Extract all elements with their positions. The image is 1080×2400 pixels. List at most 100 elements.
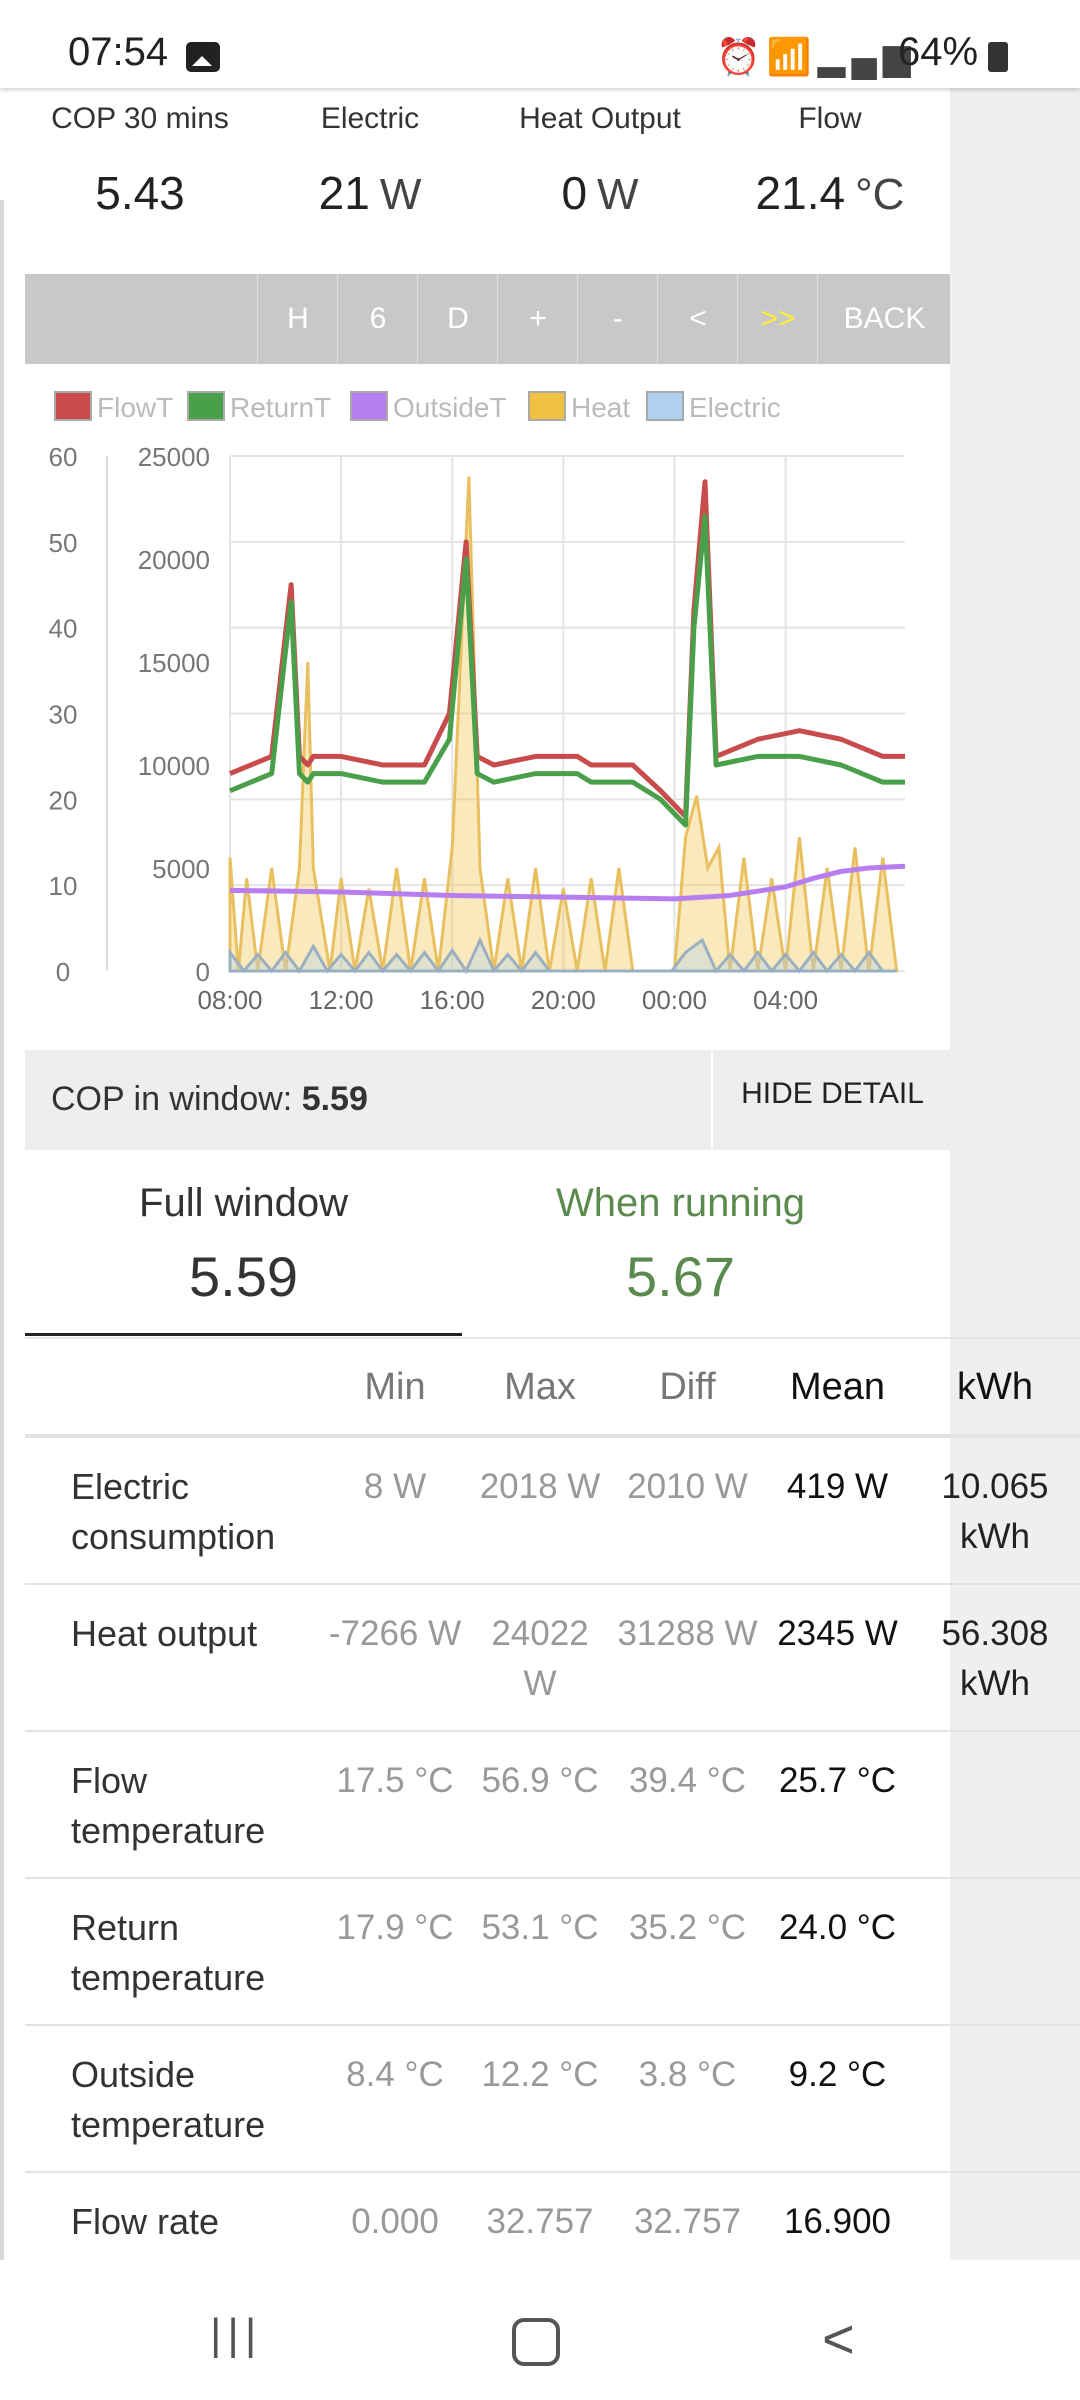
status-bar: 07:54 ⏰📶▂▄▆ 64% bbox=[0, 0, 1080, 88]
stat-cop: COP 30 mins 5.43 bbox=[25, 88, 255, 220]
row-min: 8 W bbox=[320, 1436, 470, 1585]
toolbar-zoom-out-button[interactable]: - bbox=[577, 274, 658, 364]
table-row: Return temperature 17.9 °C 53.1 °C 35.2 … bbox=[25, 1878, 1080, 2026]
row-max: 53.1 °C bbox=[470, 1878, 610, 2026]
row-min: 8.4 °C bbox=[320, 2025, 470, 2173]
y-right-tick-label: 5000 bbox=[152, 854, 210, 884]
stat-number: 0 bbox=[561, 167, 588, 219]
battery-icon bbox=[988, 42, 1008, 72]
row-mean: 9.2 °C bbox=[765, 2025, 910, 2173]
heat-series bbox=[228, 476, 899, 973]
stat-label: Flow bbox=[798, 102, 862, 135]
dashboard: COP 30 mins 5.43 Electric 21 W Heat Outpu… bbox=[25, 88, 950, 1150]
row-diff: 2010 W bbox=[610, 1436, 765, 1585]
stat-label: COP 30 mins bbox=[51, 102, 229, 135]
tabs-divider bbox=[25, 1337, 1080, 1339]
header-min: Min bbox=[320, 1340, 470, 1438]
legend-swatch bbox=[646, 391, 684, 421]
header-empty bbox=[25, 1340, 320, 1438]
legend-label: FlowT bbox=[97, 392, 173, 423]
y-left-tick-label: 60 bbox=[49, 442, 78, 472]
wifi-icon: 📶 bbox=[766, 36, 818, 77]
hide-detail-button[interactable]: HIDE DETAIL bbox=[711, 1050, 952, 1150]
row-name: Electric consumption bbox=[25, 1436, 320, 1585]
row-max: 56.9 °C bbox=[470, 1731, 610, 1879]
x-tick-label: 12:00 bbox=[309, 985, 374, 1015]
stat-unit: W bbox=[379, 170, 422, 219]
y-left-tick-label: 20 bbox=[49, 785, 78, 815]
row-min: -7266 W bbox=[320, 1584, 470, 1732]
row-name: Heat output bbox=[25, 1584, 320, 1732]
legend-swatch bbox=[350, 391, 388, 421]
toolbar-6h-button[interactable]: 6 bbox=[337, 274, 418, 364]
toolbar-back-button[interactable]: BACK bbox=[817, 274, 951, 364]
table-row: Flow temperature 17.5 °C 56.9 °C 39.4 °C… bbox=[25, 1731, 1080, 1879]
y-left-tick-label: 40 bbox=[49, 614, 78, 644]
cop-window-bar: COP in window: 5.59 HIDE DETAIL bbox=[25, 1050, 950, 1150]
stat-number: 5.43 bbox=[95, 167, 185, 219]
cop-window-label: COP in window: bbox=[51, 1080, 302, 1118]
header-kwh: kWh bbox=[910, 1340, 1080, 1438]
system-nav-bar: ||| < bbox=[0, 2262, 1080, 2400]
row-name: Return temperature bbox=[25, 1878, 320, 2026]
outsidet-series bbox=[229, 863, 906, 902]
stat-unit: W bbox=[597, 170, 639, 219]
row-name: Outside temperature bbox=[25, 2025, 320, 2173]
toolbar-day-button[interactable]: D bbox=[417, 274, 498, 364]
battery-percent: 64% bbox=[898, 30, 979, 74]
legend-swatch bbox=[528, 391, 566, 421]
row-mean: 24.0 °C bbox=[765, 1878, 910, 2026]
tab-value: 5.59 bbox=[189, 1245, 298, 1308]
stat-number: 21.4 bbox=[755, 167, 846, 219]
stat-value: 21.4 °C bbox=[715, 166, 945, 220]
row-name: Flow temperature bbox=[25, 1731, 320, 1879]
history-chart[interactable]: FlowT ReturnT OutsideT Heat Electric 0 10 20 30 4… bbox=[25, 364, 950, 1050]
gallery-icon bbox=[186, 42, 220, 72]
flowt-series bbox=[229, 479, 905, 819]
y-right-tick-label: 10000 bbox=[138, 751, 210, 781]
legend-swatch bbox=[54, 391, 92, 421]
tab-full-window[interactable]: Full window 5.59 bbox=[25, 1155, 462, 1309]
y-right-tick-label: 25000 bbox=[138, 442, 210, 472]
row-mean: 419 W bbox=[765, 1436, 910, 1585]
returnt-series bbox=[229, 513, 905, 828]
y-left-tick-label: 50 bbox=[49, 528, 78, 558]
row-max: 2018 W bbox=[470, 1436, 610, 1585]
signal-icon: ▂▄▆ bbox=[817, 36, 917, 77]
stat-number: 21 bbox=[318, 167, 370, 219]
toolbar-next-button[interactable]: >> bbox=[737, 274, 818, 364]
page-edge bbox=[0, 200, 4, 2260]
row-kwh bbox=[910, 2025, 1080, 2173]
x-tick-label: 16:00 bbox=[420, 985, 485, 1015]
cop-window-value: 5.59 bbox=[301, 1080, 368, 1118]
table-header-row: Min Max Diff Mean kWh bbox=[25, 1340, 1080, 1438]
table-row: Outside temperature 8.4 °C 12.2 °C 3.8 °… bbox=[25, 2025, 1080, 2173]
y-left-tick-label: 10 bbox=[49, 871, 78, 901]
graph-panel: FlowT ReturnT OutsideT Heat Electric 0 10 20 30 4… bbox=[25, 364, 950, 1050]
back-icon[interactable]: < bbox=[822, 2307, 855, 2370]
recent-apps-icon[interactable]: ||| bbox=[210, 2310, 263, 2359]
row-kwh bbox=[910, 1731, 1080, 1879]
graph-toolbar: H 6 D + - < >> BACK bbox=[25, 274, 950, 364]
alarm-icon: ⏰ bbox=[716, 36, 767, 77]
tab-when-running[interactable]: When running 5.67 bbox=[462, 1155, 899, 1309]
home-icon[interactable] bbox=[512, 2318, 560, 2366]
header-diff: Diff bbox=[610, 1340, 765, 1438]
y-left-tick-label: 0 bbox=[56, 957, 70, 987]
toolbar-hour-button[interactable]: H bbox=[257, 274, 338, 364]
tab-label: Full window bbox=[139, 1181, 348, 1225]
row-min: 17.9 °C bbox=[320, 1878, 470, 2026]
toolbar-zoom-in-button[interactable]: + bbox=[497, 274, 578, 364]
row-diff: 35.2 °C bbox=[610, 1878, 765, 2026]
row-mean: 2345 W bbox=[765, 1584, 910, 1732]
legend-label: OutsideT bbox=[393, 392, 507, 423]
y-left-tick-label: 30 bbox=[49, 700, 78, 730]
y-right-tick-label: 15000 bbox=[138, 648, 210, 678]
stat-label: Electric bbox=[320, 102, 420, 135]
status-time: 07:54 bbox=[68, 30, 169, 74]
tab-label: When running bbox=[555, 1181, 806, 1225]
row-diff: 39.4 °C bbox=[610, 1731, 765, 1879]
toolbar-prev-button[interactable]: < bbox=[657, 274, 738, 364]
